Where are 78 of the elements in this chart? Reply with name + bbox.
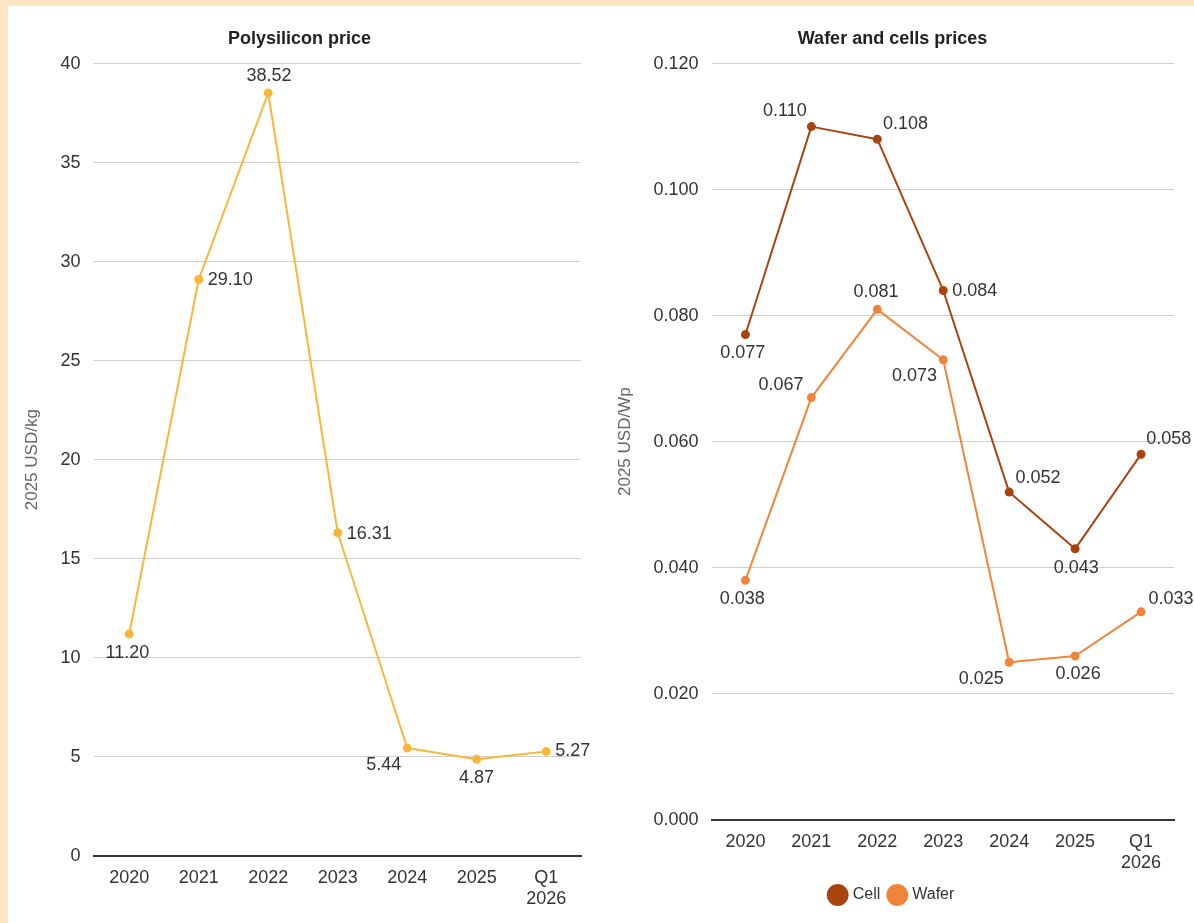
y-tick-label: 20 [60,448,81,469]
chart-title: Wafer and cells prices [797,27,988,48]
y-tick-label: 0.000 [653,808,699,829]
point [938,285,948,295]
data-label: 0.058 [1146,427,1192,448]
data-label: 0.110 [763,99,807,120]
y-tick-label: 0.100 [653,178,699,199]
point [263,88,273,98]
x-tick-label: 2020 [109,866,150,887]
x-tick-label: 2024 [387,866,428,887]
data-label: 4.87 [459,767,495,788]
x-tick-label: 2020 [725,830,766,851]
data-label: 38.52 [246,64,292,85]
y-tick-label: 30 [60,250,81,271]
x-tick-label: Q1 2026 [1121,830,1162,873]
y-tick-label: 35 [60,151,81,172]
point [1070,544,1080,554]
y-axis-title: 2025 USD/Wp [614,387,634,497]
x-tick-label: 2023 [923,830,964,851]
point [124,629,134,639]
point [402,743,412,753]
point [938,355,948,365]
point [806,393,816,403]
y-tick-label: 0 [70,844,81,865]
y-axis-title: 2025 USD/kg [21,409,41,511]
point [740,330,750,340]
point [1004,657,1014,667]
y-tick-label: 0.040 [653,556,699,577]
data-label: 0.038 [719,587,765,608]
x-tick-label: 2021 [178,866,219,887]
x-tick-label: 2022 [857,830,898,851]
y-tick-label: 0.060 [653,430,699,451]
y-tick-label: 25 [60,349,81,370]
data-label: 0.081 [853,281,899,302]
data-label: 0.084 [952,280,998,301]
x-tick-label: Q1 2026 [526,866,567,909]
point [541,746,551,756]
point [806,122,816,132]
y-tick-label: 0.120 [653,52,699,73]
x-tick-label: 2023 [317,866,358,887]
y-tick-label: 0.020 [653,682,699,703]
data-label: 0.077 [720,342,766,363]
data-label: 0.067 [758,374,804,395]
data-label: 5.44 [366,753,402,774]
point [740,575,750,585]
data-label: 0.108 [882,113,928,134]
point [872,134,882,144]
point [872,304,882,314]
y-tick-label: 40 [60,52,81,73]
point [333,528,343,538]
point [1004,487,1014,497]
point [194,274,204,284]
chart-title: Polysilicon price [227,27,372,48]
legend-label: Cell [852,885,881,903]
y-tick-label: 15 [60,547,81,568]
data-label: 0.073 [891,365,937,386]
data-label: 0.026 [1055,663,1101,684]
data-label: 11.20 [105,641,150,662]
data-label: 0.025 [958,668,1004,689]
x-tick-label: 2024 [989,830,1030,851]
x-tick-label: 2021 [791,830,832,851]
y-tick-label: 5 [70,745,81,766]
point [1070,651,1080,661]
point [1136,607,1146,617]
data-label: 0.043 [1053,556,1099,577]
data-label: 0.052 [1015,466,1061,487]
data-label: 0.033 [1148,587,1194,608]
legend-label: Wafer [912,885,955,903]
data-label: 5.27 [555,740,591,761]
point [472,754,482,764]
point [1136,449,1146,459]
x-tick-label: 2022 [248,866,289,887]
y-tick-label: 10 [60,646,81,667]
y-tick-label: 0.080 [653,304,699,325]
data-label: 29.10 [207,269,253,290]
x-tick-label: 2025 [456,866,497,887]
data-label: 16.31 [346,522,392,543]
x-tick-label: 2025 [1055,830,1096,851]
